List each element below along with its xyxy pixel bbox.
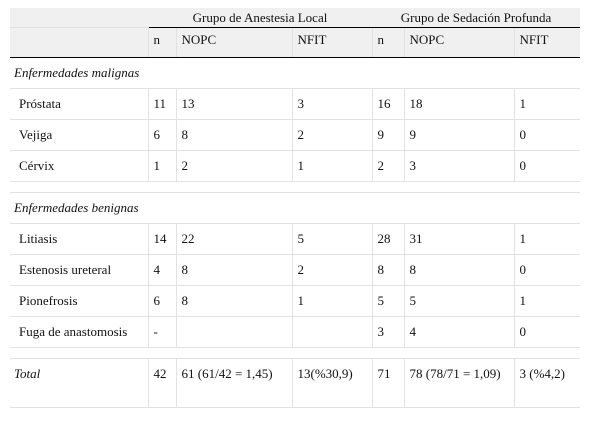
column-header: NOPC: [403, 27, 515, 58]
row-label: Estenosis ureteral: [10, 254, 148, 286]
total-row: Total 42 61 (61/42 = 1,45) 13(%30,9) 71 78 (7…: [10, 358, 581, 408]
cell: 2: [291, 254, 373, 286]
section-row: Enfermedades malignas: [10, 57, 581, 89]
cell: 9: [403, 119, 515, 151]
cell: [175, 316, 292, 348]
table-body: Enfermedades malignas Próstata 11 13 3 16 18 1 V…: [10, 57, 581, 408]
data-row: Litiasis 14 22 5 28 31 1: [10, 223, 581, 255]
cell: 8: [175, 119, 292, 151]
cell: 4: [403, 316, 515, 348]
data-row: Vejiga 6 8 2 9 9 0: [10, 119, 581, 151]
cell: 13: [175, 88, 292, 120]
data-row: Cérvix 1 2 1 2 3 0: [10, 150, 581, 182]
cell: 1: [147, 150, 176, 182]
cell: 14: [147, 223, 176, 255]
cell: 0: [513, 119, 581, 151]
spacer-row: [10, 347, 581, 359]
cell: 8: [403, 254, 515, 286]
column-header: n: [371, 27, 405, 58]
column-header: NOPC: [175, 27, 292, 58]
column-header: NFIT: [513, 27, 581, 58]
cell: 2: [291, 119, 373, 151]
cell: -: [147, 316, 176, 348]
total-label: Total: [10, 358, 148, 408]
cell: 9: [371, 119, 405, 151]
total-cell: 78 (78/71 = 1,09): [403, 358, 515, 408]
cell: 3: [291, 88, 373, 120]
column-header-row: n NOPC NFIT n NOPC NFIT: [10, 27, 581, 58]
column-header: n: [147, 27, 176, 58]
row-label: Litiasis: [10, 223, 148, 255]
cell: 5: [403, 285, 515, 317]
row-label: Pionefrosis: [10, 285, 148, 317]
cell: 3: [403, 150, 515, 182]
empty-header: [10, 27, 148, 58]
cell: 1: [513, 88, 581, 120]
cell: 1: [513, 285, 581, 317]
spacer-cell: [10, 181, 581, 193]
row-label: Vejiga: [10, 119, 148, 151]
data-row: Fuga de anastomosis - 3 4 0: [10, 316, 581, 348]
data-table: Grupo de Anestesia Local Grupo de Sedaci…: [10, 8, 581, 408]
cell: 18: [403, 88, 515, 120]
cell: 8: [371, 254, 405, 286]
cell: 28: [371, 223, 405, 255]
group-header: Grupo de Sedación Profunda: [372, 8, 581, 28]
row-label: Cérvix: [10, 150, 148, 182]
cell: 31: [403, 223, 515, 255]
cell: 0: [513, 150, 581, 182]
total-cell: 61 (61/42 = 1,45): [175, 358, 292, 408]
column-header: NFIT: [291, 27, 373, 58]
cell: 6: [147, 119, 176, 151]
cell: 8: [175, 254, 292, 286]
cell: 1: [513, 223, 581, 255]
total-cell: 13(%30,9): [291, 358, 373, 408]
cell: 2: [175, 150, 292, 182]
spacer-cell: [10, 347, 581, 359]
cell: 4: [147, 254, 176, 286]
section-title: Enfermedades malignas: [10, 57, 581, 89]
cell: 1: [291, 150, 373, 182]
cell: 16: [371, 88, 405, 120]
cell: 6: [147, 285, 176, 317]
data-row: Pionefrosis 6 8 1 5 5 1: [10, 285, 581, 317]
cell: 3: [371, 316, 405, 348]
cell: 2: [371, 150, 405, 182]
cell: 5: [291, 223, 373, 255]
empty-header: [10, 8, 148, 28]
cell: 5: [371, 285, 405, 317]
total-cell: 71: [371, 358, 405, 408]
cell: 0: [513, 316, 581, 348]
row-label: Próstata: [10, 88, 148, 120]
spacer-row: [10, 181, 581, 193]
cell: [291, 316, 373, 348]
total-cell: 42: [147, 358, 176, 408]
total-cell: 3 (%4,2): [513, 358, 581, 408]
data-row: Próstata 11 13 3 16 18 1: [10, 88, 581, 120]
cell: 11: [147, 88, 176, 120]
data-row: Estenosis ureteral 4 8 2 8 8 0: [10, 254, 581, 286]
group-header-row: Grupo de Anestesia Local Grupo de Sedaci…: [10, 8, 581, 28]
section-row: Enfermedades benignas: [10, 192, 581, 224]
row-label: Fuga de anastomosis: [10, 316, 148, 348]
cell: 8: [175, 285, 292, 317]
group-header: Grupo de Anestesia Local: [148, 8, 373, 28]
cell: 1: [291, 285, 373, 317]
cell: 22: [175, 223, 292, 255]
section-title: Enfermedades benignas: [10, 192, 581, 224]
cell: 0: [513, 254, 581, 286]
